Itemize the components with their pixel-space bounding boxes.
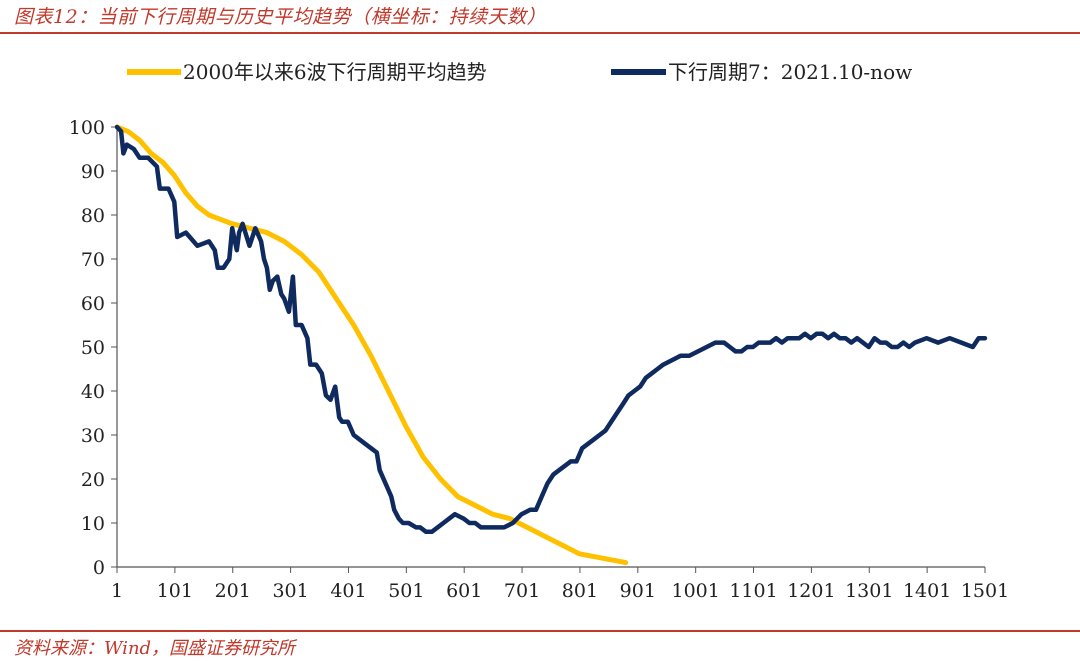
x-tick-label: 601 xyxy=(446,580,482,602)
source-note: 资料来源：Wind，国盛证券研究所 xyxy=(14,638,296,659)
y-tick-label: 10 xyxy=(81,513,105,535)
series-line-avg-trend xyxy=(114,124,629,566)
x-tick-label: 501 xyxy=(388,580,424,602)
line-chart: 2000年以来6波下行周期平均趋势 下行周期7：2021.10-now 0 10 2… xyxy=(69,60,1009,602)
x-tick-label: 201 xyxy=(215,580,251,602)
x-tick-label: 1 xyxy=(111,580,123,602)
y-tick-label: 100 xyxy=(69,117,105,139)
x-tick-label: 101 xyxy=(157,580,193,602)
x-tick-label: 1401 xyxy=(903,580,951,602)
x-tick-label: 401 xyxy=(330,580,366,602)
y-tick-label: 0 xyxy=(93,557,105,579)
legend-label-current: 下行周期7：2021.10-now xyxy=(668,60,912,84)
y-tick-label: 20 xyxy=(81,469,105,491)
top-divider xyxy=(0,32,1080,34)
y-tick-label: 30 xyxy=(81,425,105,447)
x-tick-label: 701 xyxy=(504,580,540,602)
series-line-current-cycle xyxy=(114,124,988,535)
y-tick-label: 40 xyxy=(81,381,105,403)
y-tick-label: 70 xyxy=(81,249,105,271)
y-tick-label: 80 xyxy=(81,205,105,227)
y-tick-label: 60 xyxy=(81,293,105,315)
x-tick-label: 1001 xyxy=(671,580,719,602)
legend: 2000年以来6波下行周期平均趋势 下行周期7：2021.10-now xyxy=(127,60,912,84)
y-tick-label: 90 xyxy=(81,161,105,183)
plot-area xyxy=(114,124,988,566)
figure-title: 图表12：当前下行周期与历史平均趋势（横坐标：持续天数） xyxy=(14,6,547,28)
x-tick-label: 901 xyxy=(620,580,656,602)
x-tick-label: 801 xyxy=(562,580,598,602)
x-tick-label: 301 xyxy=(272,580,308,602)
x-tick-label: 1301 xyxy=(845,580,893,602)
legend-label-avg: 2000年以来6波下行周期平均趋势 xyxy=(183,60,487,84)
y-tick-label: 50 xyxy=(81,337,105,359)
x-tick-label: 1101 xyxy=(729,580,777,602)
bottom-divider xyxy=(0,630,1080,632)
x-tick-label: 1501 xyxy=(961,580,1009,602)
x-tick-label: 1201 xyxy=(787,580,835,602)
